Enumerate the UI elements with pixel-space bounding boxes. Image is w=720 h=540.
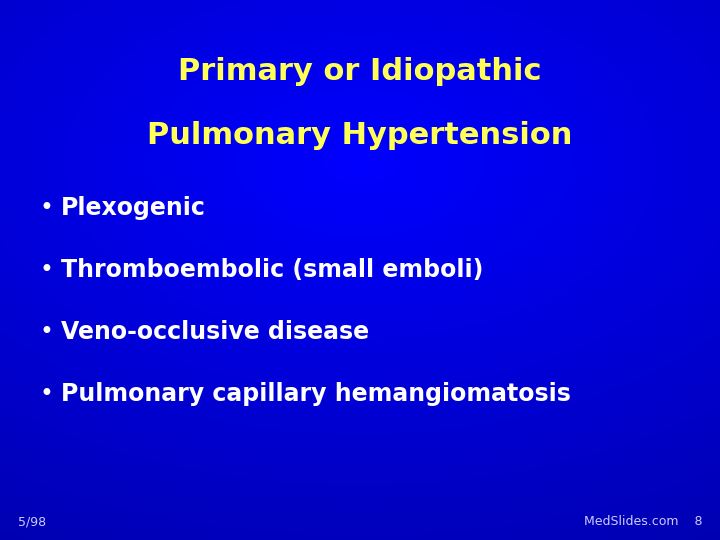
Text: Primary or Idiopathic: Primary or Idiopathic (179, 57, 541, 86)
Text: •: • (40, 196, 53, 220)
Text: •: • (40, 382, 53, 406)
Text: •: • (40, 258, 53, 282)
Text: MedSlides.com    8: MedSlides.com 8 (583, 515, 702, 528)
Text: Plexogenic: Plexogenic (61, 196, 206, 220)
Text: Pulmonary Hypertension: Pulmonary Hypertension (148, 122, 572, 151)
Text: Thromboembolic (small emboli): Thromboembolic (small emboli) (61, 258, 484, 282)
Text: •: • (40, 320, 53, 344)
Text: Veno-occlusive disease: Veno-occlusive disease (61, 320, 369, 344)
Text: 5/98: 5/98 (18, 515, 46, 528)
Text: Pulmonary capillary hemangiomatosis: Pulmonary capillary hemangiomatosis (61, 382, 571, 406)
